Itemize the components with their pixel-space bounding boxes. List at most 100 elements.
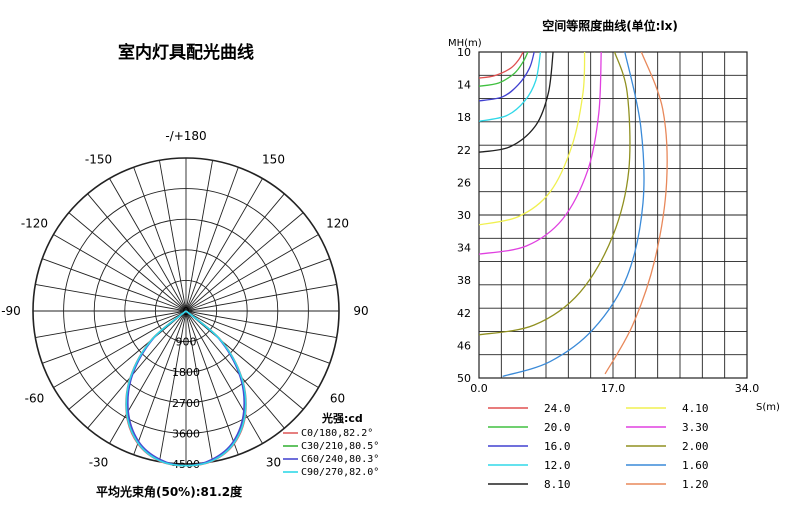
polar-spoke — [133, 167, 187, 312]
isolux-y-tick-label: 30 — [457, 209, 471, 222]
polar-spoke — [185, 310, 304, 410]
polar-spoke — [109, 310, 187, 444]
polar-spoke — [53, 234, 187, 312]
isolux-legend-label: 2.00 — [682, 440, 709, 453]
polar-angle-label: 60 — [330, 392, 345, 406]
isolux-legend: 24.0 20.0 16.0 12.0 8.10 4.10 3.30 2.00 1.60 1.20 — [488, 402, 709, 491]
polar-angle-label: 120 — [326, 217, 349, 231]
polar-spoke — [185, 310, 319, 388]
polar-spoke — [87, 310, 187, 429]
isolux-y-tick-label: 14 — [457, 79, 471, 92]
isolux-curve-1-20 — [604, 52, 668, 375]
isolux-x-tick-label: 0.0 — [470, 382, 488, 395]
isolux-y-tick-label: 22 — [457, 144, 471, 157]
isolux-legend-label: 3.30 — [682, 421, 709, 434]
polar-spoke — [185, 160, 214, 312]
polar-spoke — [35, 283, 187, 312]
polar-curves — [125, 310, 247, 467]
polar-angle-label: -90 — [1, 304, 21, 318]
polar-spoke — [185, 310, 330, 364]
isolux-chart-title: 空间等照度曲线(单位:lx) — [542, 18, 678, 33]
polar-spoke — [53, 310, 187, 388]
isolux-legend-label: 12.0 — [544, 459, 571, 472]
polar-angle-label: -60 — [25, 392, 45, 406]
polar-spoke — [185, 193, 285, 312]
polar-legend-label: C90/270,82.0° — [301, 467, 379, 478]
polar-spoke — [68, 212, 187, 312]
polar-angle-label: 90 — [353, 304, 368, 318]
isolux-legend-label: 1.60 — [682, 459, 709, 472]
isolux-curve-4-10 — [479, 52, 586, 226]
polar-spoke — [185, 310, 239, 455]
polar-radial-label: 1800 — [172, 366, 200, 379]
isolux-curve-3-30 — [479, 52, 602, 255]
polar-chart-title: 室内灯具配光曲线 — [118, 42, 254, 63]
isolux-y-tick-label: 26 — [457, 176, 471, 189]
polar-spoke — [158, 160, 187, 312]
isolux-x-tick-label: 34.0 — [735, 382, 760, 395]
isolux-y-tick-label: 34 — [457, 242, 471, 255]
polar-spoke — [68, 310, 187, 410]
polar-legend-label: C60/240,80.3° — [301, 454, 379, 465]
polar-spoke — [87, 193, 187, 312]
isolux-legend-label: 4.10 — [682, 402, 709, 415]
isolux-x-tick-label: 17.0 — [601, 382, 626, 395]
polar-spoke — [109, 178, 187, 312]
polar-spoke — [185, 310, 214, 462]
polar-spoke — [185, 310, 285, 429]
isolux-curve-16-0 — [479, 52, 535, 102]
polar-angle-label: -30 — [89, 456, 109, 470]
polar-spoke — [185, 212, 304, 312]
isolux-curve-8-10 — [479, 52, 554, 153]
isolux-y-tick-label: 10 — [457, 46, 471, 59]
polar-angle-label: 150 — [262, 152, 285, 166]
polar-angle-label: -150 — [85, 152, 112, 166]
polar-spoke — [185, 234, 319, 312]
polar-angle-label: -/+180 — [165, 129, 206, 143]
polar-legend-label: C0/180,82.2° — [301, 428, 373, 439]
isolux-x-ticks: 0.0 17.0 34.0 — [470, 382, 759, 395]
polar-spoke — [185, 167, 239, 312]
isolux-y-ticks: 10 14 18 22 26 30 34 38 42 46 50 — [457, 46, 471, 385]
isolux-legend-label: 24.0 — [544, 402, 571, 415]
polar-spoke — [185, 283, 337, 312]
isolux-curve-1-60 — [502, 52, 645, 378]
polar-spoke — [185, 258, 330, 312]
beam-angle-note: 平均光束角(50%):81.2度 — [96, 484, 243, 499]
polar-radial-label: 3600 — [172, 427, 200, 440]
isolux-y-tick-label: 46 — [457, 339, 471, 352]
polar-legend-label: C30/210,80.5° — [301, 441, 379, 452]
polar-legend: C0/180,82.2° C30/210,80.5° C60/240,80.3° C9… — [283, 428, 379, 478]
polar-spoke — [35, 310, 187, 339]
isolux-y-axis-label: MH(m) — [448, 38, 482, 49]
polar-radial-label: 2700 — [172, 397, 200, 410]
isolux-grid — [478, 51, 748, 379]
isolux-legend-label: 20.0 — [544, 421, 571, 434]
polar-angle-labels: -/+180 -150 150 -120 120 -90 90 -60 60 -30 30 — [1, 129, 368, 470]
polar-spoke — [185, 310, 337, 339]
polar-angle-label: 30 — [266, 456, 281, 470]
polar-spoke — [133, 310, 187, 455]
isolux-legend-label: 16.0 — [544, 440, 571, 453]
isolux-curve-20-0 — [479, 52, 529, 87]
isolux-chart: 空间等照度曲线(单位:lx) MH(m) 10 14 18 22 26 30 34 38 42 4… — [448, 18, 780, 491]
polar-curve-c90 — [125, 310, 247, 467]
isolux-y-tick-label: 18 — [457, 111, 471, 124]
isolux-y-tick-label: 50 — [457, 372, 471, 385]
isolux-legend-label: 8.10 — [544, 478, 571, 491]
isolux-curves — [479, 52, 668, 378]
polar-spoke — [158, 310, 187, 462]
polar-legend-title: 光强:cd — [321, 411, 363, 425]
polar-radial-label: 4500 — [172, 458, 200, 471]
polar-light-distribution-chart: 室内灯具配光曲线 -/+180-150 150-120 120-90 90-60 60-… — [1, 42, 379, 499]
isolux-curve-2-00 — [479, 52, 631, 336]
polar-spoke — [42, 310, 187, 364]
polar-spoke — [185, 310, 263, 444]
polar-radial-label: 900 — [176, 336, 197, 349]
isolux-curve-24-0 — [479, 52, 524, 79]
isolux-legend-label: 1.20 — [682, 478, 709, 491]
isolux-y-tick-label: 42 — [457, 307, 471, 320]
polar-spoke — [42, 258, 187, 312]
isolux-curve-12-0 — [479, 52, 542, 122]
isolux-x-axis-label: S(m) — [756, 402, 780, 413]
